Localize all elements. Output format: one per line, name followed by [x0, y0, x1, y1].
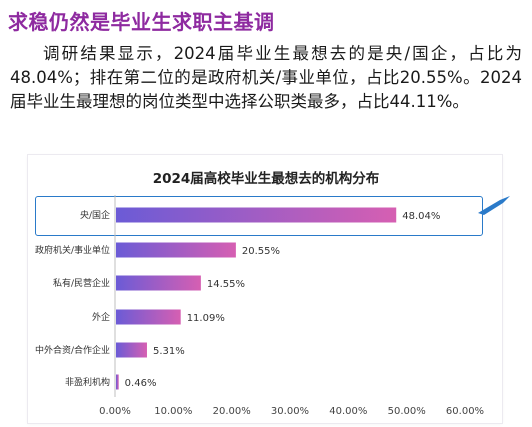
- category-label: 私有/民营企业: [53, 277, 110, 289]
- value-label: 48.04%: [402, 211, 440, 222]
- bar: [116, 207, 397, 223]
- category-label: 中外合资/合作企业: [35, 344, 110, 356]
- pointer-arrow-icon: [478, 196, 510, 215]
- category-label: 外企: [92, 311, 110, 323]
- chart-title: 2024届高校毕业生最想去的机构分布: [152, 171, 380, 187]
- highlight-box: [35, 196, 483, 236]
- headline: 求稳仍然是毕业生求职主基调: [8, 10, 275, 34]
- intro-paragraph: 调研结果显示，2024届毕业生最想去的是央/国企，占比为48.04%；排在第二位…: [10, 44, 522, 111]
- bar: [116, 374, 119, 390]
- value-label: 14.55%: [207, 279, 245, 290]
- chart-card: [28, 155, 502, 423]
- x-tick-label: 0.00%: [99, 406, 131, 417]
- bar: [116, 342, 147, 358]
- bar: [116, 242, 236, 258]
- category-label: 非盈利机构: [65, 376, 110, 388]
- x-tick-label: 60.00%: [446, 406, 484, 417]
- category-label: 政府机关/事业单位: [35, 244, 110, 256]
- category-label: 央/国企: [80, 209, 110, 221]
- value-label: 20.55%: [242, 246, 280, 257]
- x-tick-label: 30.00%: [271, 406, 309, 417]
- value-label: 0.46%: [125, 378, 157, 389]
- value-label: 5.31%: [153, 346, 185, 357]
- x-tick-label: 20.00%: [213, 406, 251, 417]
- bar: [116, 309, 181, 325]
- x-tick-label: 40.00%: [329, 406, 367, 417]
- value-label: 11.09%: [187, 313, 225, 324]
- x-tick-label: 10.00%: [154, 406, 192, 417]
- x-tick-label: 50.00%: [388, 406, 426, 417]
- bar: [116, 275, 201, 291]
